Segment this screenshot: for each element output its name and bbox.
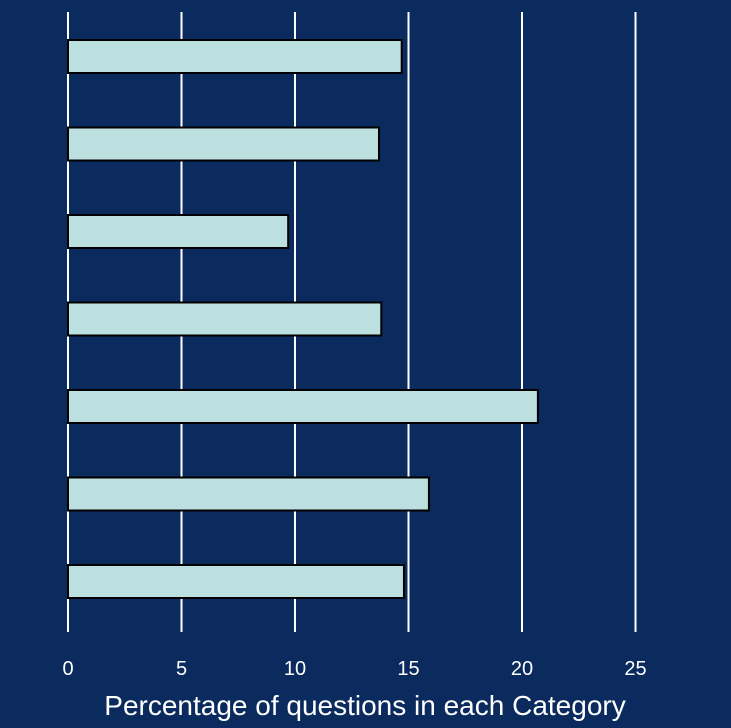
- x-tick-label-5: 5: [176, 658, 187, 680]
- bar-3: [67, 214, 290, 249]
- bar-1: [67, 39, 403, 74]
- bar-2: [67, 126, 380, 162]
- x-tick-label-10: 10: [284, 658, 306, 680]
- bar-6: [67, 476, 430, 512]
- bar-5: [67, 389, 539, 424]
- x-tick-label-0: 0: [62, 658, 73, 680]
- x-tick-label-25: 25: [624, 658, 646, 680]
- x-tick-label-15: 15: [397, 658, 419, 680]
- x-tick-labels: 0 5 10 15 20 25: [62, 658, 646, 680]
- bar-7: [67, 564, 405, 599]
- x-tick-label-20: 20: [511, 658, 533, 680]
- x-axis-title: Percentage of questions in each Category: [104, 690, 625, 721]
- bars: [67, 39, 539, 599]
- bar-4: [67, 301, 383, 337]
